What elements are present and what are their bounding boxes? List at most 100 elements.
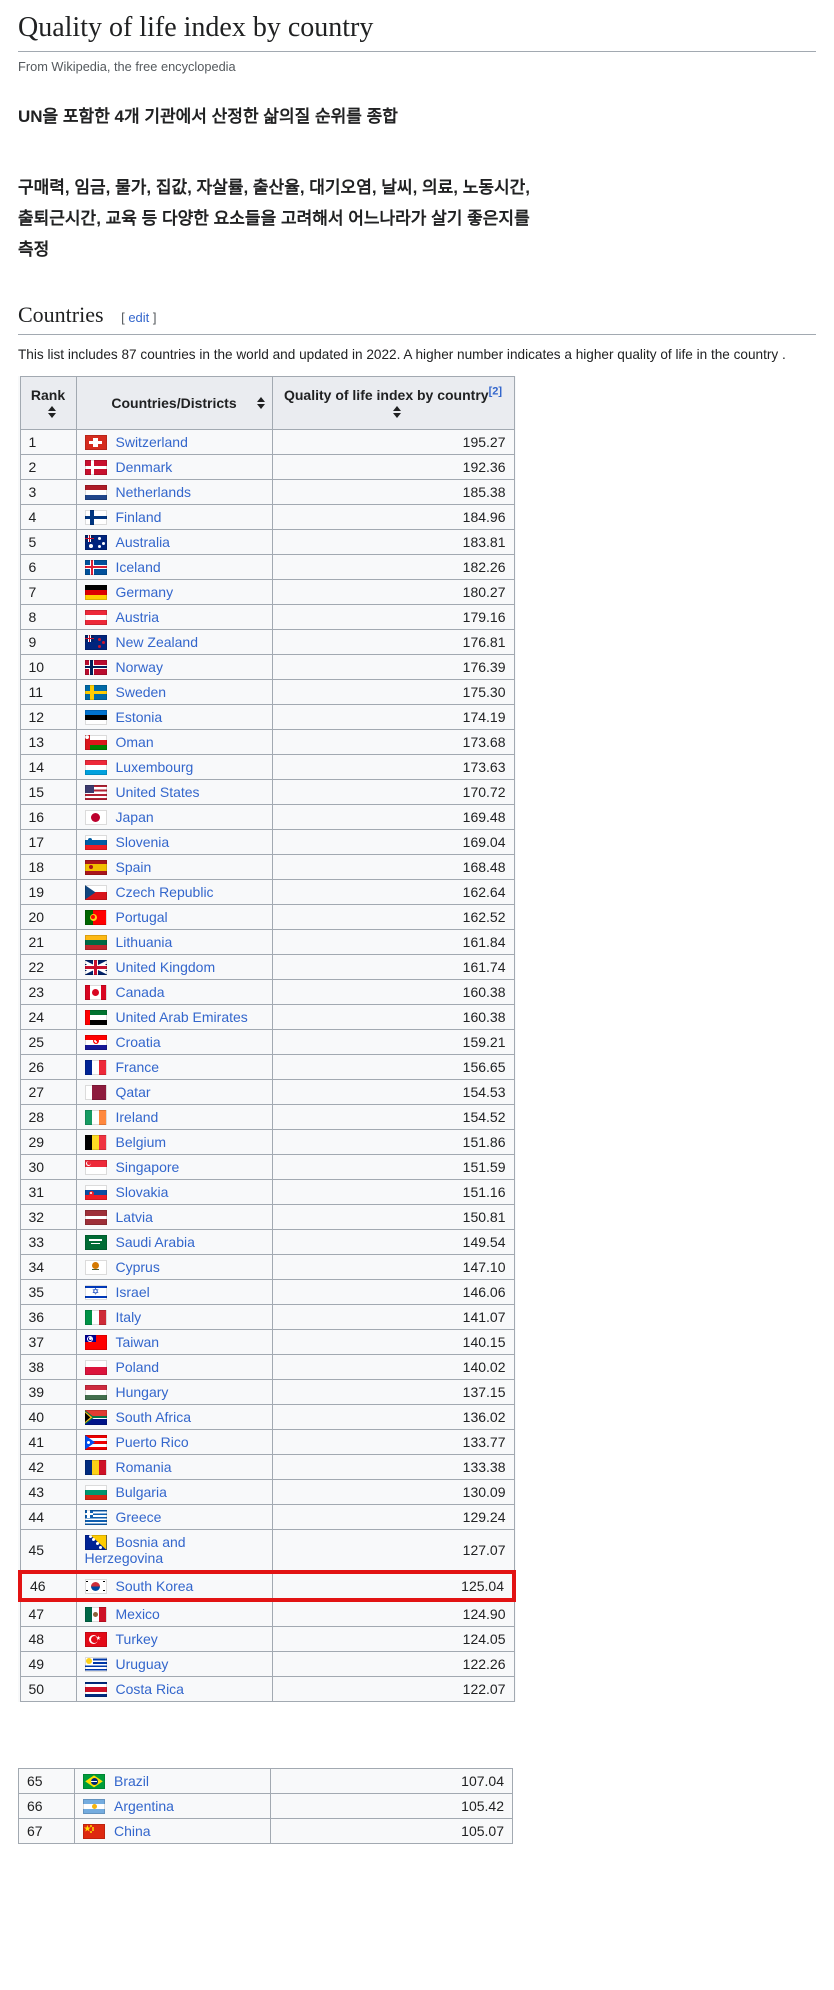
rank-cell: 49 — [19, 1650, 77, 1677]
flag-icon: ✡ — [84, 1284, 107, 1300]
country-link[interactable]: Sweden — [115, 683, 167, 700]
table-row: 16 Japan 169.48 — [19, 803, 515, 830]
flag-icon — [84, 1459, 107, 1475]
table-row: 67 ★ China 105.07 — [18, 1817, 513, 1844]
country-link[interactable]: Iceland — [115, 558, 161, 575]
reference-link[interactable]: [2] — [488, 385, 503, 398]
country-link[interactable]: Ireland — [115, 1108, 159, 1125]
rank-cell: 36 — [19, 1303, 77, 1330]
country-link[interactable]: Argentina — [114, 1797, 174, 1814]
rank-cell: 47 — [19, 1599, 77, 1627]
rank-cell: 3 — [19, 478, 77, 505]
country-link[interactable]: Oman — [115, 733, 154, 750]
country-link[interactable]: Mexico — [115, 1605, 160, 1622]
column-header-rank[interactable]: Rank — [19, 375, 77, 430]
country-link[interactable]: France — [115, 1058, 160, 1075]
description-line-1: 구매력, 임금, 물가, 집값, 자살률, 출산율, 대기오염, 날씨, 의료,… — [18, 177, 531, 197]
table-row: 32 Latvia 150.81 — [19, 1203, 515, 1230]
country-link[interactable]: Netherlands — [115, 483, 192, 500]
flag-icon — [84, 1034, 107, 1050]
country-link[interactable]: Bulgaria — [115, 1483, 167, 1500]
country-link[interactable]: Slovenia — [115, 833, 170, 850]
edit-link[interactable]: edit — [128, 309, 150, 325]
country-link[interactable]: Denmark — [115, 458, 173, 475]
country-link[interactable]: United Arab Emirates — [115, 1008, 248, 1025]
country-link[interactable]: Slovakia — [115, 1183, 169, 1200]
sort-icon — [48, 406, 56, 419]
country-link[interactable]: Spain — [115, 858, 152, 875]
country-cell: Spain — [75, 853, 273, 880]
country-link[interactable]: United Kingdom — [115, 958, 216, 975]
country-link[interactable]: South Africa — [115, 1408, 192, 1425]
country-link[interactable]: Bosnia and Herzegovina — [84, 1533, 186, 1566]
rank-cell: 66 — [18, 1792, 75, 1819]
country-link[interactable]: Italy — [115, 1308, 142, 1325]
country-link[interactable]: Australia — [115, 533, 170, 550]
table-row: 36 Italy 141.07 — [19, 1303, 515, 1330]
country-link[interactable]: Poland — [115, 1358, 160, 1375]
rank-cell: 32 — [19, 1203, 77, 1230]
country-cell: ★ Turkey — [75, 1625, 273, 1652]
flag-icon — [84, 784, 107, 800]
country-link[interactable]: China — [114, 1822, 151, 1839]
country-link[interactable]: Norway — [115, 658, 163, 675]
country-link[interactable]: Belgium — [115, 1133, 167, 1150]
country-link[interactable]: Israel — [115, 1283, 150, 1300]
country-link[interactable]: Switzerland — [115, 433, 188, 450]
index-value: 147.10 — [271, 1253, 515, 1280]
country-link[interactable]: Romania — [115, 1458, 172, 1475]
country-link[interactable]: New Zealand — [115, 633, 199, 650]
column-header-country[interactable]: Countries/Districts — [75, 375, 273, 430]
country-link[interactable]: Japan — [115, 808, 154, 825]
country-link[interactable]: Taiwan — [115, 1333, 160, 1350]
country-link[interactable]: Austria — [115, 608, 160, 625]
country-link[interactable]: Portugal — [115, 908, 168, 925]
wikipedia-article-page: Quality of life index by country From Wi… — [18, 10, 816, 1844]
column-header-index[interactable]: Quality of life index by country[2] — [271, 375, 515, 430]
flag-icon — [84, 1109, 107, 1125]
country-cell: South Africa — [75, 1403, 273, 1430]
index-value: 149.54 — [271, 1228, 515, 1255]
country-cell: Singapore — [75, 1153, 273, 1180]
rank-cell: 9 — [19, 628, 77, 655]
rank-cell: 45 — [19, 1528, 77, 1573]
rank-cell: 39 — [19, 1378, 77, 1405]
rank-cell: 20 — [19, 903, 77, 930]
country-link[interactable]: Latvia — [115, 1208, 153, 1225]
table-row: 25 Croatia 159.21 — [19, 1028, 515, 1055]
rank-cell: 12 — [19, 703, 77, 730]
index-value: 133.77 — [271, 1428, 515, 1455]
country-link[interactable]: Hungary — [115, 1383, 169, 1400]
country-cell: Austria — [75, 603, 273, 630]
country-link[interactable]: Puerto Rico — [115, 1433, 189, 1450]
rank-cell: 27 — [19, 1078, 77, 1105]
country-link[interactable]: Saudi Arabia — [115, 1233, 195, 1250]
country-link[interactable]: Czech Republic — [115, 883, 214, 900]
table-row: 48 ★ Turkey 124.05 — [19, 1625, 515, 1652]
country-link[interactable]: Brazil — [114, 1772, 150, 1789]
country-link[interactable]: South Korea — [115, 1577, 194, 1594]
country-cell: Netherlands — [75, 478, 273, 505]
country-link[interactable]: Germany — [115, 583, 174, 600]
country-link[interactable]: Greece — [115, 1508, 162, 1525]
country-link[interactable]: Croatia — [115, 1033, 161, 1050]
country-link[interactable]: Finland — [115, 508, 162, 525]
country-link[interactable]: Turkey — [115, 1630, 158, 1647]
country-link[interactable]: United States — [115, 783, 200, 800]
flag-icon — [84, 659, 107, 675]
rank-cell: 17 — [19, 828, 77, 855]
country-link[interactable]: Singapore — [115, 1158, 180, 1175]
page-title: Quality of life index by country — [18, 10, 816, 52]
country-link[interactable]: Uruguay — [115, 1655, 169, 1672]
country-link[interactable]: Costa Rica — [115, 1680, 184, 1697]
flag-icon — [84, 434, 107, 450]
flag-icon — [84, 1084, 107, 1100]
country-link[interactable]: Canada — [115, 983, 165, 1000]
country-link[interactable]: Estonia — [115, 708, 163, 725]
flag-icon — [84, 1334, 107, 1350]
country-link[interactable]: Qatar — [115, 1083, 151, 1100]
country-link[interactable]: Luxembourg — [115, 758, 194, 775]
country-link[interactable]: Cyprus — [115, 1258, 160, 1275]
flag-icon — [84, 1484, 107, 1500]
country-link[interactable]: Lithuania — [115, 933, 173, 950]
